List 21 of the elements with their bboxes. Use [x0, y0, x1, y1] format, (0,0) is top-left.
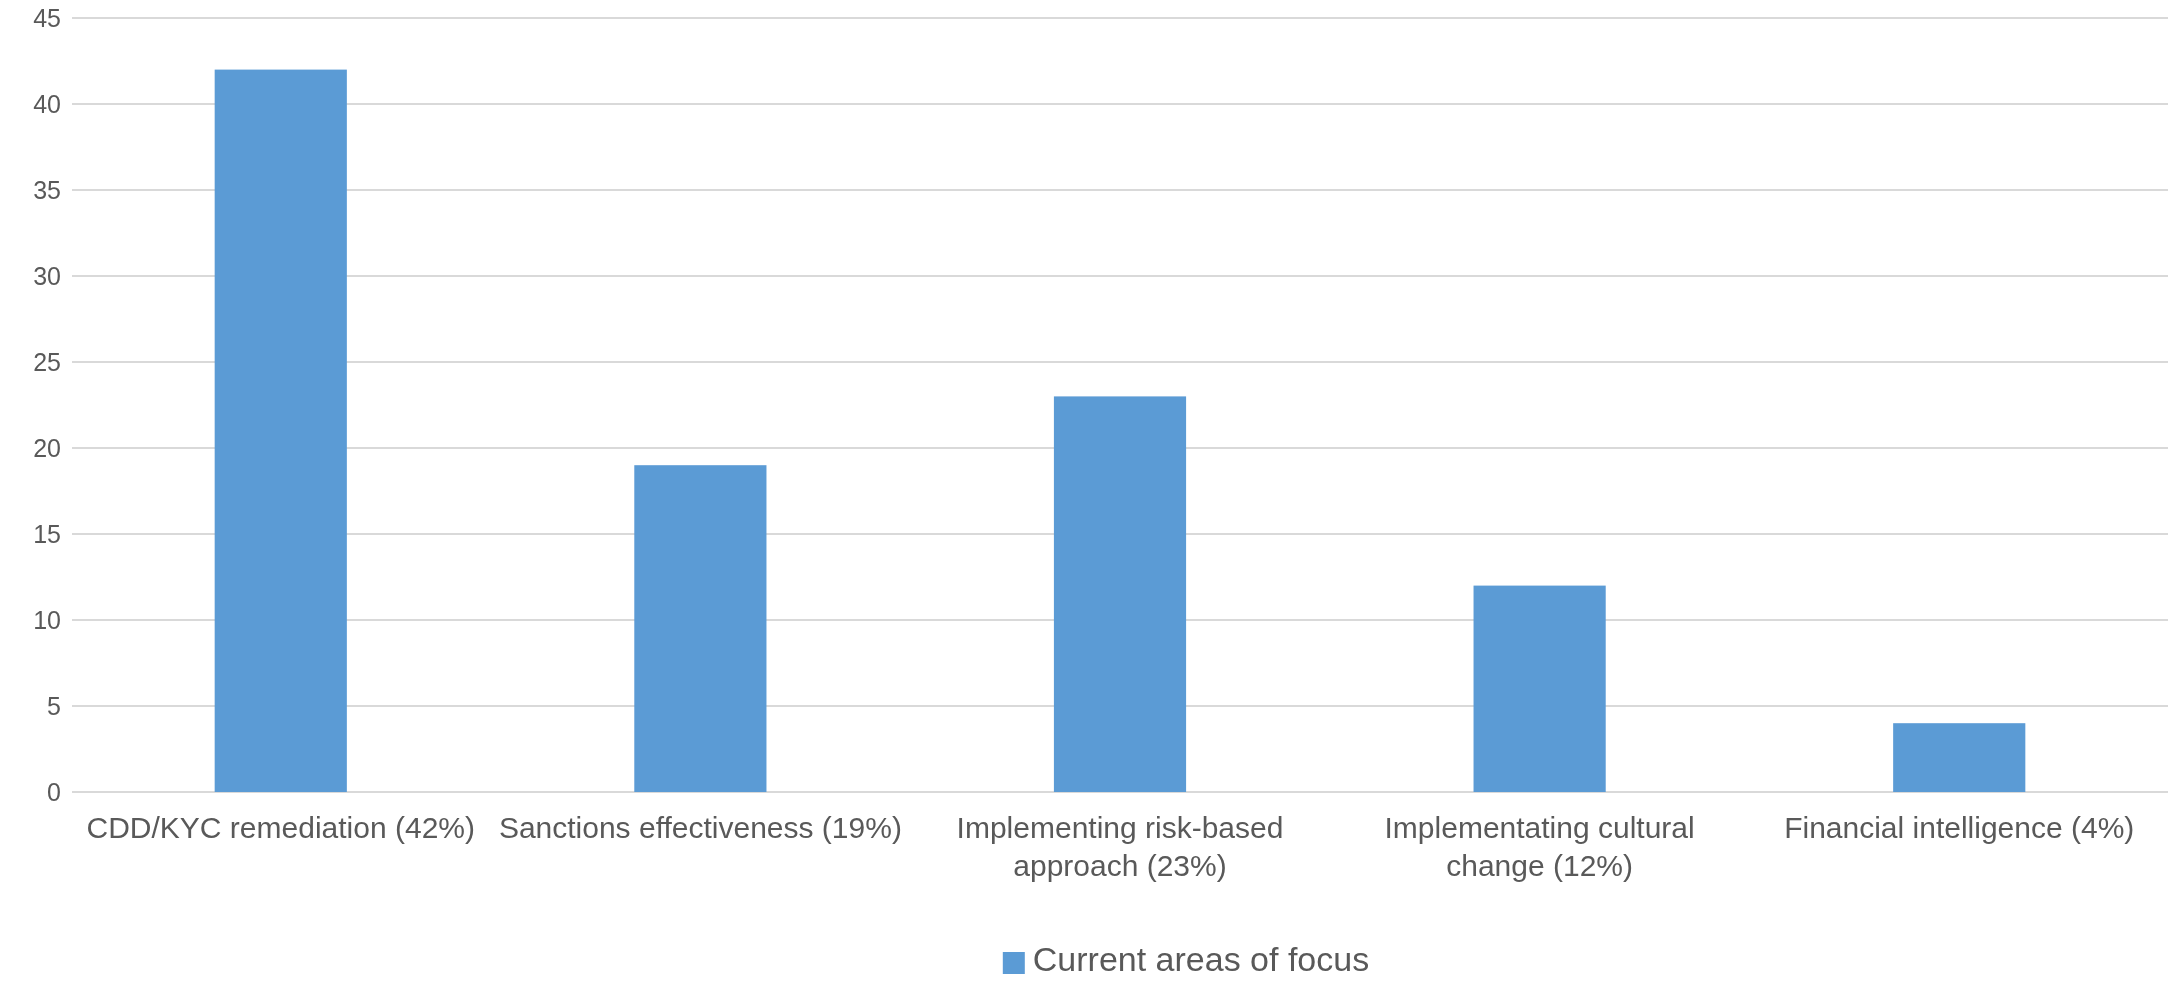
x-tick-label: Financial intelligence (4%) [1784, 811, 2135, 844]
y-tick-label: 45 [33, 3, 61, 32]
y-tick-label: 40 [33, 89, 61, 118]
y-tick-label: 30 [33, 261, 61, 290]
y-tick-label: 15 [33, 519, 61, 548]
bar [1053, 396, 1187, 792]
x-tick-label: Implementating cultural change (12%) [1384, 811, 1695, 882]
y-tick-label: 20 [33, 433, 61, 462]
y-tick-label: 5 [47, 691, 61, 720]
x-tick-label: CDD/KYC remediation (42%) [86, 811, 475, 844]
y-tick-label: 35 [33, 175, 61, 204]
bar [1893, 723, 2026, 792]
bar [1473, 585, 1606, 792]
bar [634, 465, 767, 792]
y-tick-label: 10 [33, 605, 61, 634]
bar [214, 69, 347, 792]
y-tick-label: 0 [47, 777, 61, 806]
x-tick-label: Sanctions effectiveness (19%) [498, 811, 902, 844]
y-tick-label: 25 [33, 347, 61, 376]
legend-label: Current areas of focus [1032, 940, 1370, 978]
x-tick-label: Implementing risk-based approach (23%) [956, 811, 1284, 882]
